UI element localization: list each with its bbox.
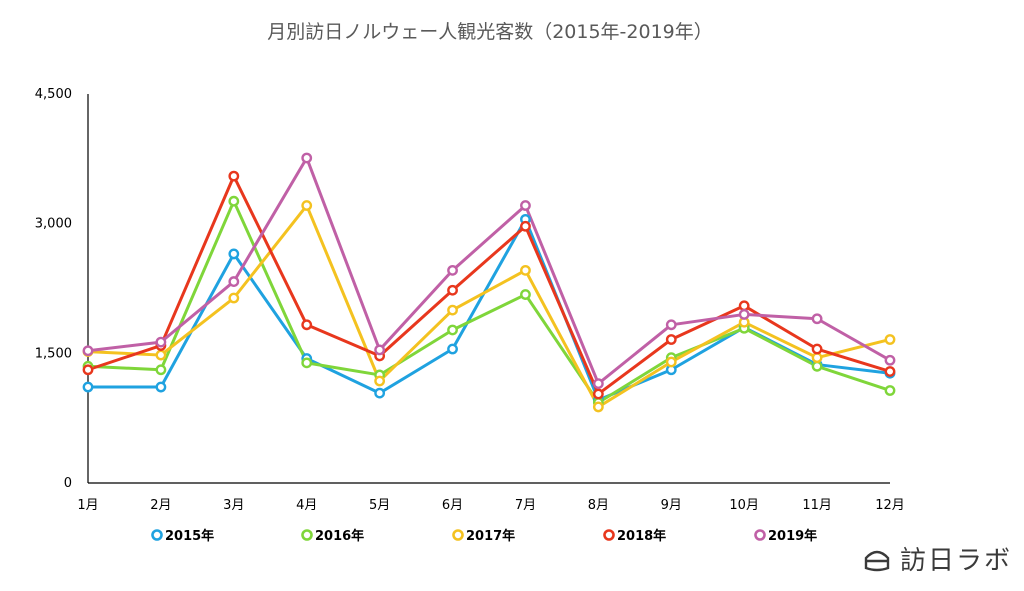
x-tick-label: 10月 [729,498,759,513]
legend-marker [603,529,615,541]
x-tick-label: 5月 [369,498,390,513]
data-point [738,309,750,320]
data-point [520,264,531,276]
data-point [301,200,313,211]
data-point [155,336,167,348]
data-point [301,357,313,369]
data-point [447,284,458,296]
chart-title: 月別訪日ノルウェー人観光客数（2015年-2019年） [267,21,713,43]
data-point [82,364,94,376]
y-tick-labels: 0 1,500 3,000 4,500 [35,87,72,491]
x-tick-label: 8月 [588,498,609,513]
data-point [592,401,604,413]
data-point [665,356,677,368]
x-tick-labels: 1月 2月 3月 4月 5月 6月 7月 8月 9月 10月 11月 12月 [77,498,904,513]
brand-name: 訪日ラボ [899,546,1012,576]
legend-label: 2017年 [466,528,515,544]
data-point [665,334,677,345]
legend-label: 2016年 [315,528,364,544]
data-point [884,334,896,345]
data-point [592,378,604,389]
data-point [884,385,896,396]
data-point [447,264,458,276]
data-point [447,304,458,316]
logo-icon [864,550,890,571]
y-tick-label: 1,500 [35,346,72,361]
series-line [87,199,891,405]
series-line [88,217,891,402]
y-tick-label: 3,000 [35,217,72,232]
data-point [228,248,240,260]
data-point [884,366,896,377]
data-point [738,300,750,312]
data-point [155,381,167,393]
series-line [87,204,891,409]
y-tick-label: 4,500 [35,87,72,102]
series-line [87,156,891,386]
brand-logo: 訪日ラボ [862,540,1012,577]
data-point [228,292,240,304]
legend-label: 2015年 [165,528,214,544]
data-point [592,388,604,400]
x-tick-label: 3月 [223,498,244,513]
data-point [301,152,313,164]
x-tick-label: 7月 [515,498,536,513]
y-tick-label: 0 [64,476,72,491]
data-point [374,375,386,387]
x-tick-label: 2月 [150,498,171,513]
data-point [228,195,240,207]
data-point [811,313,823,325]
data-point [811,343,823,355]
data-point [520,200,531,211]
data-point [374,344,386,356]
legend-marker [754,529,766,541]
x-tick-label: 12月 [875,498,905,513]
x-tick-label: 1月 [77,498,98,513]
data-point [155,364,167,376]
data-point [811,352,823,364]
legend-label: 2018年 [617,528,666,544]
legend-marker [452,529,464,541]
data-point [884,354,896,366]
legend-label: 2019年 [768,528,817,544]
x-tick-label: 9月 [661,498,682,513]
data-point [82,345,94,357]
series-line [87,174,891,396]
series-lines [82,152,896,413]
x-tick-label: 4月 [296,498,317,513]
data-point [228,276,240,287]
x-tick-label: 11月 [802,498,832,513]
data-point [447,343,458,355]
data-point [520,220,531,232]
data-point [374,387,386,399]
data-point [301,319,313,331]
data-point [520,289,531,300]
legend: 2015年 2016年 2017年 2018年 2019年 [151,528,817,544]
data-point [811,360,823,372]
data-point [447,324,458,336]
data-point [155,349,167,361]
data-point [82,381,94,393]
legend-marker [301,529,313,541]
data-point [228,170,240,182]
data-point [665,319,677,331]
legend-marker [151,529,163,541]
x-tick-label: 6月 [442,498,463,513]
